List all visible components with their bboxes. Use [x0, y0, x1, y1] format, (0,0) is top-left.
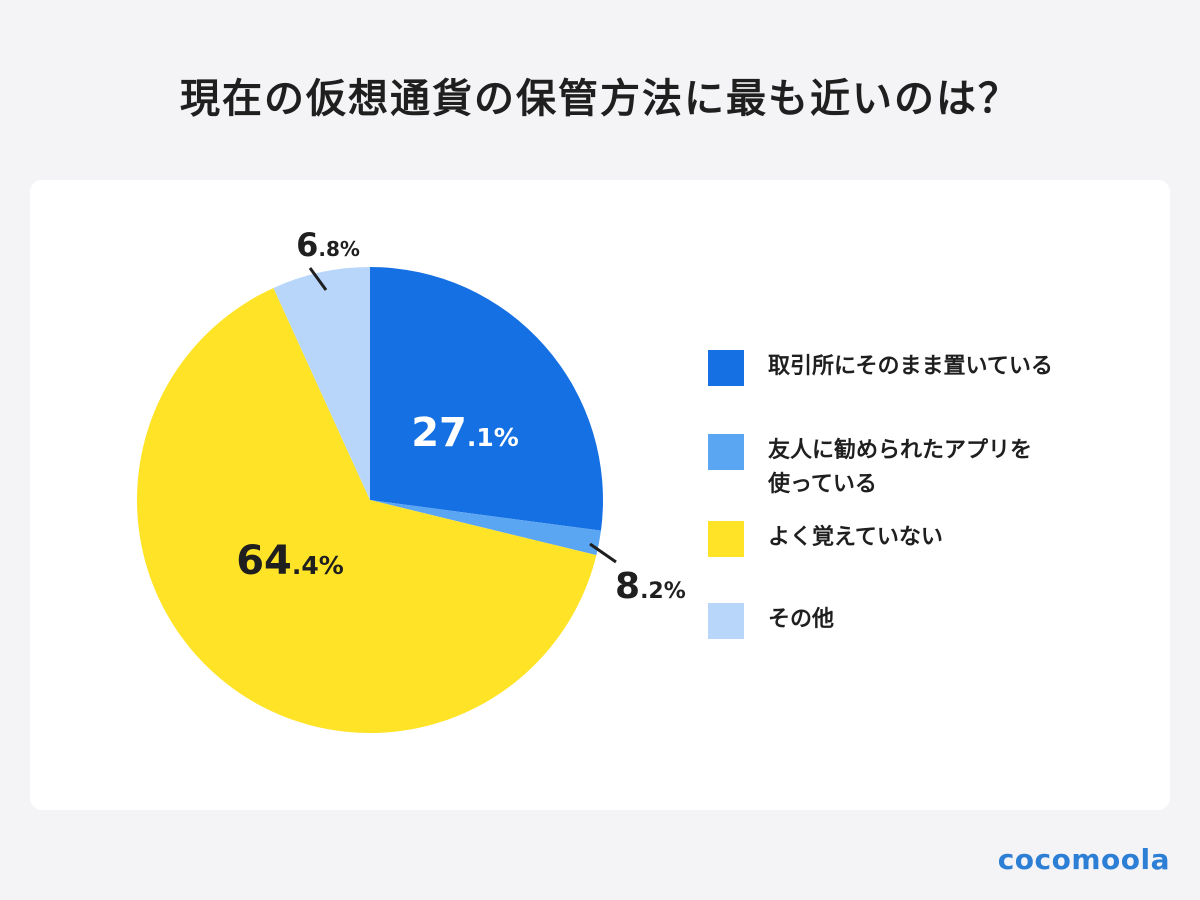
pie-chart: 27.1% 64.4% 8.2% 6.8%	[136, 226, 686, 734]
slice-value-label: 27.1%	[411, 410, 519, 456]
legend-swatch	[708, 603, 744, 639]
legend-label: その他	[768, 607, 835, 632]
brand-logo: cocomoola	[997, 843, 1170, 876]
legend-item: 取引所にそのまま置いている	[708, 350, 1088, 386]
pie-slice	[136, 287, 597, 734]
leader-line	[589, 542, 617, 564]
legend-item: その他	[708, 603, 1088, 639]
legend-label: 取引所にそのまま置いている	[768, 354, 1053, 379]
pie-slice	[273, 267, 370, 500]
pie-slice	[370, 267, 603, 531]
legend-label: よく覚えていない	[768, 525, 943, 550]
chart-card: 27.1% 64.4% 8.2% 6.8% 取引所にそのまま置いている 友人に勧められ…	[30, 180, 1170, 810]
legend-item: 友人に勧められたアプリを 使っている	[708, 434, 1088, 502]
slice-value-label: 6.8%	[296, 226, 360, 264]
legend-swatch	[708, 350, 744, 386]
legend-swatch	[708, 521, 744, 557]
pie-slice	[370, 500, 601, 556]
legend-swatch	[708, 434, 744, 470]
slice-value-label: 8.2%	[615, 566, 686, 607]
legend-item: よく覚えていない	[708, 521, 1088, 557]
slice-value-label: 64.4%	[236, 538, 344, 584]
chart-title: 現在の仮想通貨の保管方法に最も近いのは？	[180, 76, 1020, 122]
leader-line	[308, 267, 328, 291]
legend-label: 友人に勧められたアプリを 使っている	[768, 438, 1033, 497]
